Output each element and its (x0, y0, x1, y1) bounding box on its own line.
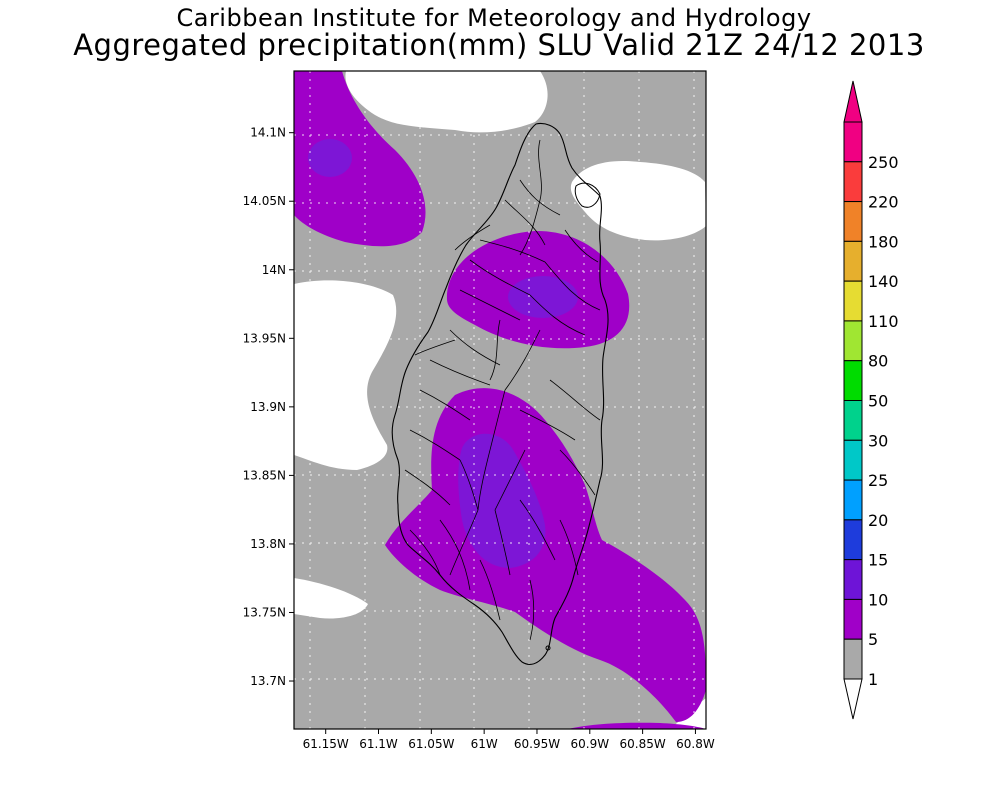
map-title: Aggregated precipitation(mm) SLU Valid 2… (73, 28, 925, 62)
saint-lucia-coastline (545, 645, 551, 651)
precip-band-10-15 (308, 139, 352, 177)
colorbar-segment (843, 240, 863, 282)
saint-lucia-coastline (391, 122, 609, 665)
colorbar-bottom-arrow (843, 678, 863, 720)
colorbar-label: 1 (868, 670, 878, 689)
axis-ticks: 61.15W 61.1W 61.05W 61W 60.95W 60.9W 60.85W 60.… (243, 126, 715, 751)
saint-lucia-coastline (574, 182, 601, 208)
x-tick-label: 61.1W (359, 737, 398, 751)
colorbar-label: 5 (868, 630, 878, 649)
y-tick-label: 13.85N (243, 468, 286, 482)
colorbar-label: 15 (868, 551, 888, 570)
colorbar-segment (843, 121, 863, 163)
colorbar-top-arrow (843, 80, 863, 123)
colorbar-segment (843, 439, 863, 481)
colorbar-label: 25 (868, 471, 888, 490)
river-network (404, 139, 601, 641)
x-tick-label: 60.9W (570, 737, 609, 751)
y-tick-label: 13.95N (243, 331, 286, 345)
colorbar-label: 110 (868, 312, 899, 331)
colorbar-segment (843, 320, 863, 362)
colorbar-label: 140 (868, 272, 899, 291)
precip-map-area (294, 71, 706, 729)
x-tick-label: 61.05W (408, 737, 454, 751)
colorbar-segment (843, 161, 863, 203)
colorbar-segment (843, 360, 863, 402)
below-1mm-region (294, 280, 397, 470)
colorbar-segment (843, 479, 863, 521)
x-tick-label: 61W (471, 737, 498, 751)
colorbar-label: 10 (868, 590, 888, 609)
colorbar-segment (843, 598, 863, 640)
colorbar-segment (843, 280, 863, 322)
colorbar-segment (843, 201, 863, 242)
below-1mm-region (345, 71, 548, 133)
title-institute: Caribbean Institute for Meteorology and … (176, 4, 812, 32)
colorbar-segment (843, 400, 863, 441)
y-tick-label: 14N (262, 263, 286, 277)
colorbar-label: 30 (868, 431, 888, 450)
colorbar-label: 80 (868, 352, 888, 371)
x-tick-label: 60.95W (514, 737, 560, 751)
colorbar-segment (843, 638, 863, 680)
colorbar-label: 250 (868, 153, 899, 172)
y-tick-label: 13.9N (250, 400, 286, 414)
colorbar-label: 50 (868, 392, 888, 411)
x-tick-label: 60.85W (620, 737, 666, 751)
precip-band-5-10 (568, 722, 706, 729)
y-tick-label: 13.8N (250, 537, 286, 551)
below-1mm-region (294, 578, 368, 619)
colorbar-label: 20 (868, 511, 888, 530)
plot-frame (293, 70, 707, 730)
y-tick-label: 13.75N (243, 605, 286, 619)
x-tick-label: 61.15W (303, 737, 349, 751)
precip-band-10-15 (508, 276, 578, 318)
precip-band-10-15 (458, 433, 546, 568)
colorbar-label: 180 (868, 232, 899, 251)
y-tick-label: 14.05N (243, 194, 286, 208)
y-tick-label: 14.1N (250, 126, 286, 140)
grid-lines (294, 71, 706, 729)
colorbar-segment (843, 519, 863, 561)
precip-band-5-10 (294, 71, 426, 247)
colorbar-segment (843, 559, 863, 600)
colorbar-label: 220 (868, 193, 899, 212)
x-tick-label: 60.8W (676, 737, 715, 751)
y-tick-label: 13.7N (250, 674, 286, 688)
below-1mm-region (570, 160, 706, 241)
